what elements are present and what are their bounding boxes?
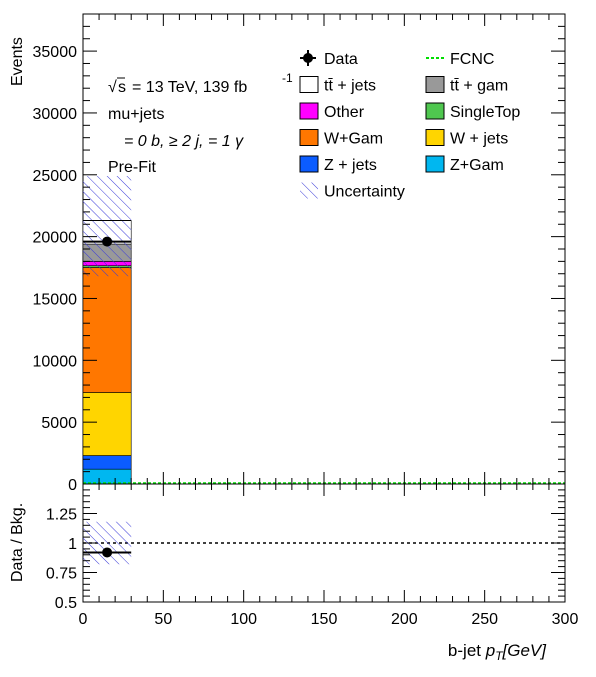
main-y-tick-label: 20000 xyxy=(33,230,78,247)
legend-label-other: Other xyxy=(324,104,365,121)
x-tick-label: 50 xyxy=(154,611,172,628)
legend-swatch-uncertainty xyxy=(300,182,318,199)
ratio-y-axis-label: Data / Bkg. xyxy=(9,503,26,582)
legend-label-z-jets: Z + jets xyxy=(324,157,377,174)
x-axis-label-var: p xyxy=(485,641,495,660)
stack-bar-z-jets xyxy=(82,455,132,470)
main-y-tick-label: 25000 xyxy=(33,168,78,185)
main-y-tick-label: 10000 xyxy=(33,353,78,370)
x-tick-label: 200 xyxy=(391,611,418,628)
legend-swatch-singletop xyxy=(425,102,445,120)
x-tick-label: 150 xyxy=(311,611,338,628)
x-tick-label: 250 xyxy=(471,611,498,628)
ratio-point xyxy=(102,547,113,558)
stack-bar-w-gam xyxy=(82,267,132,393)
stage-label: Pre-Fit xyxy=(108,159,157,176)
main-plot-area xyxy=(82,13,566,485)
main-y-tick-label: 15000 xyxy=(33,291,78,308)
main-y-tick-label: 35000 xyxy=(33,44,78,61)
ratio-plot-marks xyxy=(83,521,565,565)
data-point xyxy=(102,236,113,247)
main-y-tick-label: 5000 xyxy=(41,415,77,432)
legend-swatch-other xyxy=(299,102,319,120)
legend-swatch-z-jets xyxy=(299,155,319,173)
ratio-y-tick-label: 0.5 xyxy=(55,595,77,612)
legend-label-uncertainty: Uncertainty xyxy=(324,184,405,201)
ratio-y-tick-label: 1.25 xyxy=(46,507,77,524)
legend-swatch-w-gam xyxy=(299,129,319,146)
x-tick-label: 0 xyxy=(79,611,88,628)
uncertainty-band xyxy=(83,176,132,277)
legend-marker-data xyxy=(303,53,313,63)
x-axis-label-main: b-jet xyxy=(448,641,486,660)
x-tick-label: 100 xyxy=(230,611,257,628)
annotation-block: √ s = 13 TeV, 139 fb -1 mu+jets = 0 b, ≥… xyxy=(108,71,293,176)
legend-label-w-jets: W + jets xyxy=(450,131,508,148)
legend-label-singletop: SingleTop xyxy=(450,104,520,121)
legend-label-z-gam: Z+Gam xyxy=(450,157,504,174)
stack-bar-w-jets xyxy=(82,392,132,456)
channel-label: mu+jets xyxy=(108,106,164,123)
legend-swatch-w-jets xyxy=(425,129,445,146)
legend-label-tt-gam: tt̄ + gam xyxy=(450,78,508,95)
legend-swatch-z-gam xyxy=(425,155,445,173)
x-axis-label-sub: T xyxy=(495,649,504,663)
legend: Data FCNC tt̄ + jets tt̄ + gam Other SingleTo… xyxy=(299,50,520,201)
x-axis-label: b-jet pT[GeV] xyxy=(448,641,547,663)
ratio-y-tick-label: 0.75 xyxy=(46,566,77,583)
legend-swatch-tt-gam xyxy=(425,76,445,93)
lumi-text: = 13 TeV, 139 fb xyxy=(132,79,247,96)
main-y-tick-label: 30000 xyxy=(33,106,78,123)
main-y-axis-label: Events xyxy=(9,37,26,86)
lumi-superscript: -1 xyxy=(282,71,293,85)
x-tick-label: 300 xyxy=(552,611,579,628)
x-axis-label-unit: [GeV] xyxy=(502,641,548,660)
stack-bar-z-gam xyxy=(82,468,132,485)
legend-label-w-gam: W+Gam xyxy=(324,131,383,148)
legend-label-data: Data xyxy=(324,51,358,68)
main-axes: 0 5000 10000 15000 20000 25000 30000 35000 xyxy=(33,14,566,494)
legend-label-fcnc: FCNC xyxy=(450,51,494,68)
legend-label-tt-jets: tt̄ + jets xyxy=(324,78,376,95)
main-y-tick-label: 0 xyxy=(68,477,77,494)
sqrt-s-text: s xyxy=(118,79,126,96)
legend-swatch-tt-jets xyxy=(299,76,319,93)
ratio-axes: 0 50 100 150 200 250 300 0.5 0.75 1 1.25 xyxy=(46,484,579,628)
selection-label: = 0 b, ≥ 2 j, = 1 γ xyxy=(124,133,244,150)
ratio-y-tick-label: 1 xyxy=(68,536,77,553)
sqrt-symbol: √ xyxy=(108,79,117,96)
